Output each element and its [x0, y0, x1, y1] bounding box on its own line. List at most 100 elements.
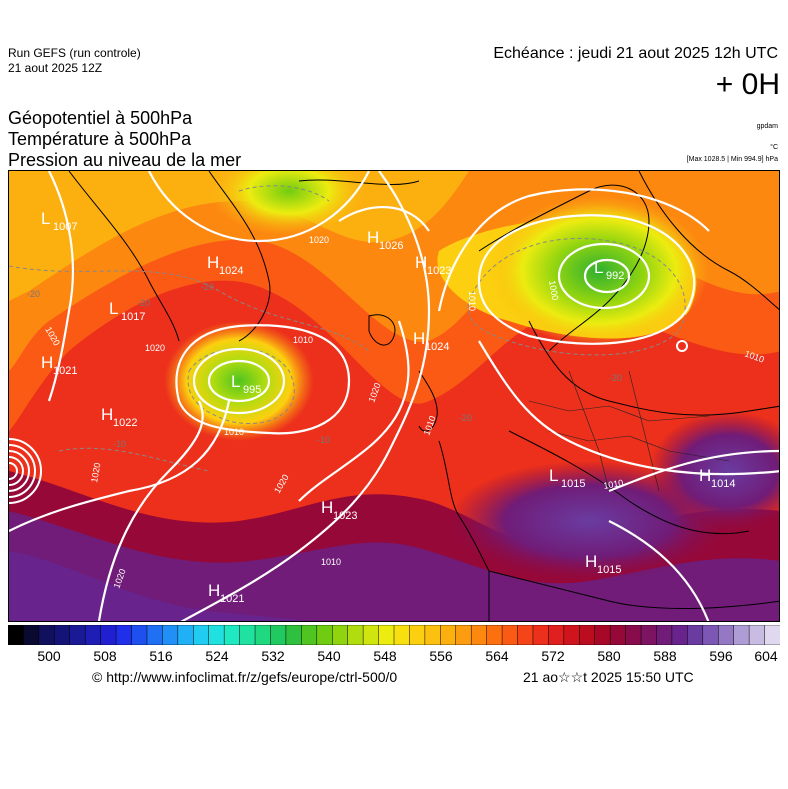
high-pressure-center: H — [415, 253, 427, 272]
colorbar-swatch — [440, 624, 457, 646]
pressure-center-value: 1022 — [113, 417, 137, 429]
low-pressure-center: L — [231, 372, 240, 391]
isobar-small-ring — [676, 340, 688, 352]
height-field-band — [9, 551, 309, 621]
colorbar-swatch — [764, 624, 781, 646]
colorbar-swatch — [162, 624, 179, 646]
colorbar-swatch — [362, 624, 380, 646]
trough-scandinavia — [489, 196, 709, 346]
colorbar-tick-label: 532 — [261, 648, 285, 664]
colorbar-tick-label: 524 — [205, 648, 229, 664]
isobar-label: 1000 — [547, 280, 560, 301]
height-field-band — [9, 511, 779, 621]
pressure-center-value: 1024 — [425, 341, 449, 353]
colorbar-swatch — [687, 624, 704, 646]
isobar-label: 1010 — [603, 478, 624, 491]
colorbar — [7, 624, 781, 646]
colorbar-swatch — [579, 624, 596, 646]
colorbar-tick-label: 604 — [754, 648, 778, 664]
colorbar-swatch — [54, 624, 71, 646]
high-pressure-center: H — [321, 498, 333, 517]
unit-temperature: °C — [770, 144, 778, 151]
pressure-center-value: 1015 — [561, 478, 585, 490]
colorbar-swatch — [378, 624, 395, 646]
colorbar-swatch — [84, 624, 102, 646]
colorbar-swatch — [424, 624, 442, 646]
pressure-center-value: 1014 — [711, 478, 735, 490]
colorbar-tick-label: 580 — [597, 648, 621, 664]
colorbar-tick-label: 596 — [709, 648, 733, 664]
colorbar-swatch — [609, 624, 627, 646]
high-pressure-center: H — [699, 466, 711, 485]
run-date: 21 aout 2025 12Z — [8, 61, 103, 75]
low-pressure-center: L — [549, 466, 558, 485]
colorbar-swatch — [208, 624, 225, 646]
high-pressure-center: H — [367, 228, 379, 247]
pressure-center-value: 1007 — [53, 221, 77, 233]
colorbar-swatch — [455, 624, 472, 646]
parameter-temperature: Température à 500hPa — [8, 129, 192, 149]
isobar-label: 1010 — [321, 557, 341, 567]
isobar-label: 1020 — [89, 462, 102, 483]
colorbar-swatch — [146, 624, 164, 646]
low-pressure-center: L — [109, 299, 118, 318]
high-pressure-center: H — [208, 581, 220, 600]
run-name: Run GEFS (run controle) — [8, 46, 141, 60]
colorbar-swatch — [7, 624, 25, 646]
colorbar-tick-label: 556 — [429, 648, 453, 664]
low-pressure-center: L — [594, 258, 603, 277]
colorbar-tick-label: 516 — [149, 648, 173, 664]
high-pressure-center: H — [413, 329, 425, 348]
country-borders — [528, 370, 730, 492]
isobar-label: 1010 — [293, 335, 313, 345]
low-pressure-center: L — [41, 209, 50, 228]
high-pressure-center: H — [101, 405, 113, 424]
pressure-center-value: 1023 — [333, 510, 357, 522]
isotherm-label: -20 — [609, 373, 622, 383]
colorbar-tick-label: 588 — [653, 648, 677, 664]
colorbar-swatch — [625, 624, 642, 646]
isotherm-label: -10 — [113, 439, 126, 449]
pressure-center-value: 1024 — [219, 265, 243, 277]
colorbar-swatch — [733, 624, 750, 646]
colorbar-swatch — [38, 624, 56, 646]
valid-time: Echéance : jeudi 21 aout 2025 12h UTC — [493, 45, 778, 62]
colorbar-swatch — [748, 624, 766, 646]
height-field-high — [649, 411, 779, 531]
pressure-center-value: 1023 — [427, 265, 451, 277]
credit-link[interactable]: © http://www.infoclimat.fr/z/gefs/europe… — [92, 669, 398, 685]
colorbar-swatch — [331, 624, 349, 646]
colorbar-swatch — [301, 624, 318, 646]
colorbar-swatches — [7, 624, 781, 646]
colorbar-swatch — [409, 624, 426, 646]
isotherm-label: -10 — [317, 435, 330, 445]
isotherm-label: -20 — [137, 298, 150, 308]
pressure-center-value: 1021 — [220, 593, 244, 605]
isotherm-labels: -20 -20 -20 -10 -20 -20 -10 — [27, 282, 622, 449]
pressure-center-value: 995 — [243, 384, 261, 396]
isobar-label: 1020 — [309, 235, 329, 245]
isotherm-label: -20 — [201, 282, 214, 292]
colorbar-swatch — [548, 624, 565, 646]
colorbar-swatch — [702, 624, 719, 646]
pressure-center-value: 1017 — [121, 311, 145, 323]
colorbar-swatch — [285, 624, 303, 646]
colorbar-swatch — [563, 624, 581, 646]
colorbar-swatch — [223, 624, 241, 646]
colorbar-swatch — [193, 624, 210, 646]
colorbar-tick-label: 508 — [93, 648, 117, 664]
pressure-center-value: 1015 — [597, 564, 621, 576]
high-pressure-center: H — [585, 552, 597, 571]
colorbar-swatch — [501, 624, 519, 646]
colorbar-swatch — [347, 624, 364, 646]
pressure-center-value: 1026 — [379, 240, 403, 252]
colorbar-swatch — [393, 624, 411, 646]
colorbar-swatch — [517, 624, 534, 646]
unit-mslp-range: [Max 1028.5 | Min 994.9] hPa — [686, 156, 778, 163]
colorbar-swatch — [671, 624, 689, 646]
colorbar-swatch — [115, 624, 133, 646]
weather-map: L 1007 H 1024 H 1026 H 1023 L 992 L 1017 H 1021 L 995 H 1… — [8, 170, 780, 622]
parameter-geopotential: Géopotentiel à 500hPa — [8, 108, 193, 128]
colorbar-swatch — [239, 624, 256, 646]
